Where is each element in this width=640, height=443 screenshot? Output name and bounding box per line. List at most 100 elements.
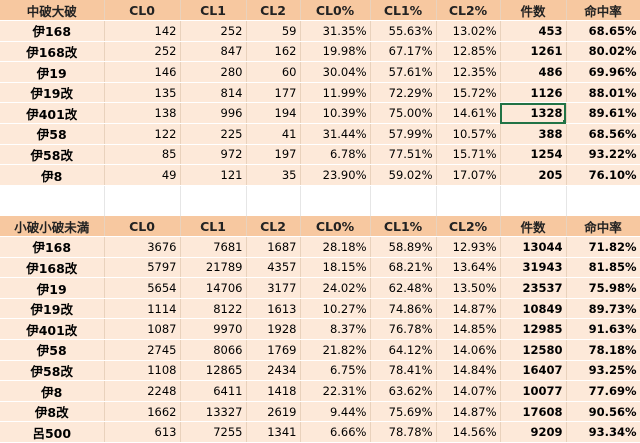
cell-rate[interactable]: 78.18% <box>566 339 640 361</box>
cell-rate[interactable]: 76.10% <box>566 164 640 186</box>
cell-rate[interactable]: 89.73% <box>566 298 640 320</box>
cell-p0[interactable]: 28.18% <box>300 236 371 258</box>
cell-p1[interactable]: 68.21% <box>370 257 437 279</box>
cell-cl2[interactable]: 3177 <box>246 277 301 299</box>
cell-cl1[interactable]: 14706 <box>180 277 247 299</box>
cell-p0[interactable]: 24.02% <box>300 277 371 299</box>
cell-rate[interactable]: 68.56% <box>566 123 640 145</box>
ship-name-cell[interactable]: 伊8 <box>0 380 105 402</box>
cell-rate[interactable]: 93.34% <box>566 421 640 443</box>
cell-count[interactable]: 9209 <box>500 421 567 443</box>
cell-cl2[interactable]: 1613 <box>246 298 301 320</box>
ship-name-cell[interactable]: 伊8 <box>0 164 105 186</box>
column-header-cell[interactable]: CL2 <box>246 216 301 238</box>
cell-p0[interactable]: 30.04% <box>300 61 371 83</box>
cell-cl2[interactable]: 177 <box>246 82 301 104</box>
cell-p0[interactable]: 6.66% <box>300 421 371 443</box>
cell-count[interactable]: 17608 <box>500 401 567 423</box>
cell-p0[interactable]: 9.44% <box>300 401 371 423</box>
cell-cl0[interactable]: 1662 <box>104 401 181 423</box>
cell-p2[interactable]: 13.64% <box>436 257 501 279</box>
cell-p1[interactable]: 75.00% <box>370 102 437 125</box>
cell-cl1[interactable]: 7255 <box>180 421 247 443</box>
cell-rate[interactable]: 71.82% <box>566 236 640 258</box>
cell-cl2[interactable]: 1928 <box>246 318 301 341</box>
ship-name-cell[interactable]: 伊168改 <box>0 257 105 279</box>
cell-rate[interactable]: 77.69% <box>566 380 640 402</box>
cell-cl1[interactable]: 7681 <box>180 236 247 258</box>
table-label-cell[interactable]: 小破小破未満 <box>0 216 105 238</box>
ship-name-cell[interactable]: 伊168改 <box>0 41 105 63</box>
cell-p2[interactable]: 17.07% <box>436 164 501 186</box>
cell-count[interactable]: 486 <box>500 61 567 83</box>
cell-count[interactable]: 205 <box>500 164 567 186</box>
cell-cl2[interactable]: 2619 <box>246 401 301 423</box>
cell-p0[interactable]: 19.98% <box>300 41 371 63</box>
cell-cl1[interactable]: 8122 <box>180 298 247 320</box>
cell-count[interactable]: 1261 <box>500 41 567 63</box>
cell-p1[interactable]: 78.41% <box>370 360 437 382</box>
cell-cl0[interactable]: 142 <box>104 20 181 42</box>
ship-name-cell[interactable]: 伊58改 <box>0 360 105 382</box>
cell-rate[interactable]: 80.02% <box>566 41 640 63</box>
cell-p2[interactable]: 14.87% <box>436 298 501 320</box>
ship-name-cell[interactable]: 伊19 <box>0 61 105 83</box>
cell-cl2[interactable]: 1769 <box>246 339 301 361</box>
column-header-cell[interactable]: CL1 <box>180 216 247 238</box>
cell-cl2[interactable]: 162 <box>246 41 301 63</box>
cell-rate[interactable]: 93.25% <box>566 360 640 382</box>
ship-name-cell[interactable]: 伊58 <box>0 123 105 145</box>
cell-p2[interactable]: 14.06% <box>436 339 501 361</box>
ship-name-cell[interactable]: 伊58改 <box>0 144 105 166</box>
cell-count[interactable]: 1328 <box>500 102 567 125</box>
cell-cl0[interactable]: 1108 <box>104 360 181 382</box>
cell-cl1[interactable]: 252 <box>180 20 247 42</box>
cell-p2[interactable]: 12.35% <box>436 61 501 83</box>
table-label-cell[interactable]: 中破大破 <box>0 0 105 22</box>
cell-cl2[interactable]: 35 <box>246 164 301 186</box>
ship-name-cell[interactable]: 呂500 <box>0 421 105 443</box>
cell-p0[interactable]: 31.35% <box>300 20 371 42</box>
cell-p0[interactable]: 10.39% <box>300 102 371 125</box>
cell-cl0[interactable]: 138 <box>104 102 181 125</box>
ship-name-cell[interactable]: 伊401改 <box>0 318 105 341</box>
cell-rate[interactable]: 89.61% <box>566 102 640 125</box>
cell-p0[interactable]: 6.78% <box>300 144 371 166</box>
cell-cl1[interactable]: 13327 <box>180 401 247 423</box>
cell-cl0[interactable]: 122 <box>104 123 181 145</box>
ship-name-cell[interactable]: 伊168 <box>0 20 105 42</box>
cell-cl2[interactable]: 4357 <box>246 257 301 279</box>
cell-p0[interactable]: 6.75% <box>300 360 371 382</box>
cell-cl2[interactable]: 194 <box>246 102 301 125</box>
cell-rate[interactable]: 91.63% <box>566 318 640 341</box>
cell-count[interactable]: 1254 <box>500 144 567 166</box>
cell-cl1[interactable]: 9970 <box>180 318 247 341</box>
cell-count[interactable]: 23537 <box>500 277 567 299</box>
cell-p2[interactable]: 14.56% <box>436 421 501 443</box>
cell-p0[interactable]: 22.31% <box>300 380 371 402</box>
cell-p1[interactable]: 63.62% <box>370 380 437 402</box>
cell-cl2[interactable]: 1341 <box>246 421 301 443</box>
column-header-cell[interactable]: CL2 <box>246 0 301 22</box>
cell-p0[interactable]: 8.37% <box>300 318 371 341</box>
cell-cl1[interactable]: 814 <box>180 82 247 104</box>
cell-count[interactable]: 12580 <box>500 339 567 361</box>
column-header-cell[interactable]: 命中率 <box>566 216 640 238</box>
cell-cl0[interactable]: 5797 <box>104 257 181 279</box>
cell-cl0[interactable]: 3676 <box>104 236 181 258</box>
cell-cl1[interactable]: 6411 <box>180 380 247 402</box>
cell-cl1[interactable]: 972 <box>180 144 247 166</box>
column-header-cell[interactable]: CL0% <box>300 0 371 22</box>
cell-p1[interactable]: 76.78% <box>370 318 437 341</box>
column-header-cell[interactable]: CL0% <box>300 216 371 238</box>
cell-p1[interactable]: 67.17% <box>370 41 437 63</box>
cell-cl2[interactable]: 59 <box>246 20 301 42</box>
cell-cl2[interactable]: 2434 <box>246 360 301 382</box>
cell-p1[interactable]: 57.61% <box>370 61 437 83</box>
cell-cl2[interactable]: 197 <box>246 144 301 166</box>
cell-p2[interactable]: 12.85% <box>436 41 501 63</box>
cell-p2[interactable]: 14.87% <box>436 401 501 423</box>
cell-p1[interactable]: 57.99% <box>370 123 437 145</box>
cell-cl0[interactable]: 1114 <box>104 298 181 320</box>
cell-p1[interactable]: 72.29% <box>370 82 437 104</box>
